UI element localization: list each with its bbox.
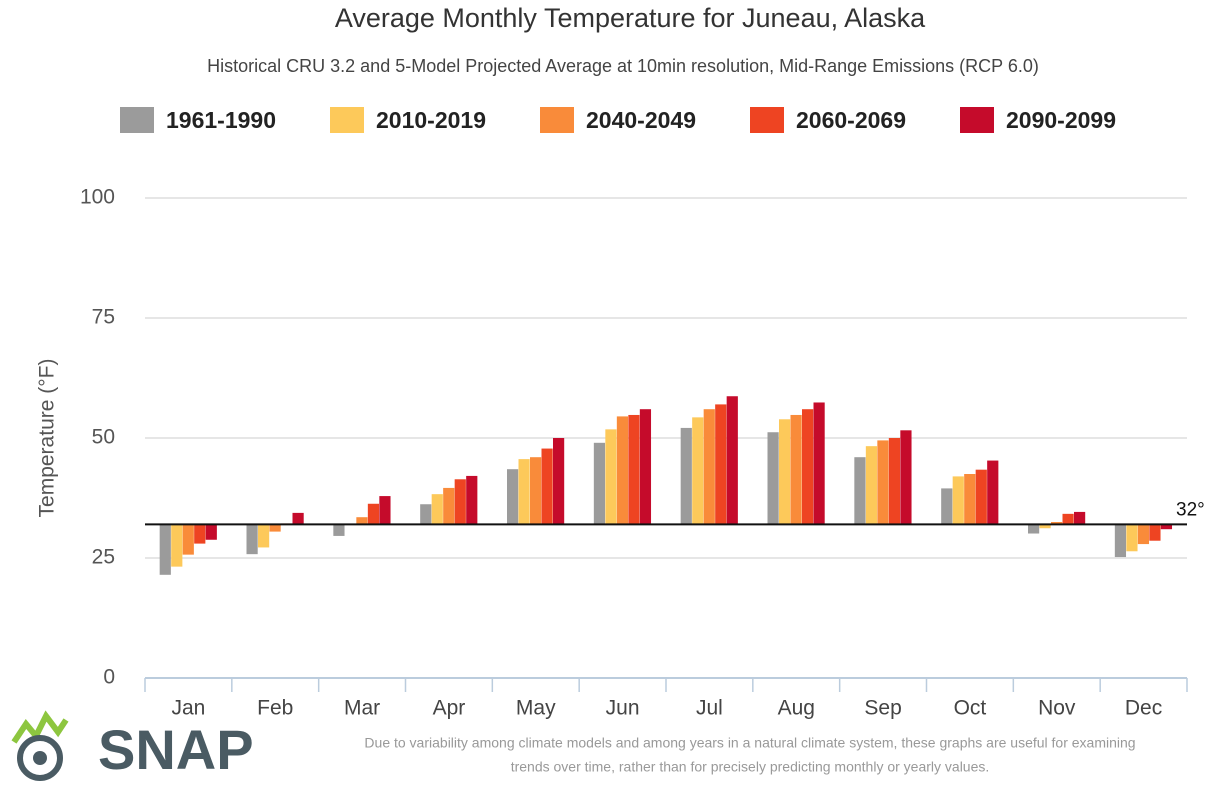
- x-tick-label: Nov: [1038, 697, 1076, 720]
- legend-label: 2090-2099: [1006, 107, 1116, 133]
- bar: [952, 476, 964, 525]
- bar: [715, 404, 727, 525]
- bar: [246, 524, 258, 555]
- chart-subtitle: Historical CRU 3.2 and 5-Model Projected…: [207, 56, 1039, 76]
- y-tick-label: 50: [92, 426, 115, 449]
- footnote: Due to variability among climate models …: [364, 735, 1135, 751]
- legend-swatch: [750, 107, 784, 133]
- bar: [888, 438, 901, 525]
- bar: [1039, 524, 1051, 529]
- y-tick-label: 25: [92, 546, 115, 569]
- bar: [356, 517, 368, 525]
- bar: [1074, 511, 1086, 525]
- x-tick-label: Feb: [257, 697, 293, 720]
- bar: [1062, 513, 1074, 525]
- bar: [541, 448, 553, 525]
- y-tick-label: 100: [80, 186, 115, 209]
- x-tick-label: Aug: [778, 697, 815, 720]
- bar: [333, 524, 345, 536]
- bar: [877, 440, 889, 525]
- legend-label: 2060-2069: [796, 107, 906, 133]
- x-tick-label: Mar: [344, 697, 380, 720]
- baseline-label: 32°: [1176, 499, 1205, 520]
- bar: [854, 457, 866, 525]
- bar: [292, 512, 304, 525]
- bar: [593, 442, 606, 525]
- bar: [194, 524, 206, 544]
- bar: [530, 457, 542, 525]
- bar: [767, 432, 779, 525]
- legend-swatch: [960, 107, 994, 133]
- bar: [159, 524, 171, 575]
- bar: [553, 438, 565, 525]
- bar: [1114, 524, 1127, 558]
- x-tick-label: Oct: [954, 697, 987, 720]
- footnote: trends over time, rather than for precis…: [511, 759, 990, 775]
- logo-ring: [17, 735, 63, 781]
- chart-title: Average Monthly Temperature for Juneau, …: [335, 3, 926, 33]
- bar: [964, 474, 976, 525]
- x-tick-label: May: [516, 697, 556, 720]
- legend-swatch: [120, 107, 154, 133]
- bar: [865, 446, 878, 525]
- bar: [692, 417, 704, 525]
- snap-logo: SNAP: [11, 710, 254, 781]
- y-tick-label: 0: [103, 666, 115, 689]
- bar: [605, 429, 617, 525]
- x-tick-label: Sep: [864, 697, 901, 720]
- bar: [367, 503, 380, 525]
- bar: [703, 409, 715, 525]
- bar: [941, 488, 953, 525]
- bar: [507, 469, 519, 525]
- bar: [454, 479, 466, 525]
- logo-dot: [33, 751, 47, 765]
- logo-text: SNAP: [98, 718, 254, 781]
- bar: [182, 524, 194, 555]
- bar: [726, 396, 738, 525]
- bar: [379, 496, 391, 525]
- legend-label: 2010-2019: [376, 107, 486, 133]
- bar: [1126, 524, 1138, 552]
- y-axis-label: Temperature (°F): [36, 359, 59, 518]
- bar: [420, 504, 432, 525]
- bar: [443, 487, 455, 525]
- bar: [813, 402, 825, 525]
- bar: [1028, 524, 1040, 534]
- bar: [639, 409, 652, 525]
- bar: [466, 475, 478, 525]
- x-tick-label: Jan: [171, 697, 205, 720]
- bar: [518, 459, 530, 525]
- bar: [431, 494, 443, 525]
- bar: [269, 524, 281, 532]
- legend-swatch: [540, 107, 574, 133]
- bar: [900, 430, 912, 525]
- bar: [171, 524, 183, 567]
- bar: [790, 414, 802, 525]
- bar: [1137, 524, 1150, 545]
- x-tick-label: Jun: [606, 697, 640, 720]
- x-tick-label: Apr: [433, 697, 466, 720]
- legend-label: 1961-1990: [166, 107, 276, 133]
- bar: [205, 524, 217, 540]
- y-tick-label: 75: [92, 306, 115, 329]
- bar: [1051, 522, 1063, 525]
- bar: [1149, 524, 1161, 541]
- x-tick-label: Dec: [1125, 697, 1162, 720]
- logo-zigzag: [11, 710, 69, 744]
- bar: [802, 409, 814, 525]
- bar: [987, 460, 999, 525]
- bar: [616, 416, 629, 525]
- legend-label: 2040-2049: [586, 107, 696, 133]
- bar: [1160, 524, 1173, 530]
- legend-swatch: [330, 107, 364, 133]
- bar: [258, 524, 270, 548]
- bar: [628, 414, 640, 525]
- x-tick-label: Jul: [696, 697, 723, 720]
- bar: [680, 427, 692, 525]
- bar: [975, 469, 987, 525]
- bar: [779, 419, 791, 525]
